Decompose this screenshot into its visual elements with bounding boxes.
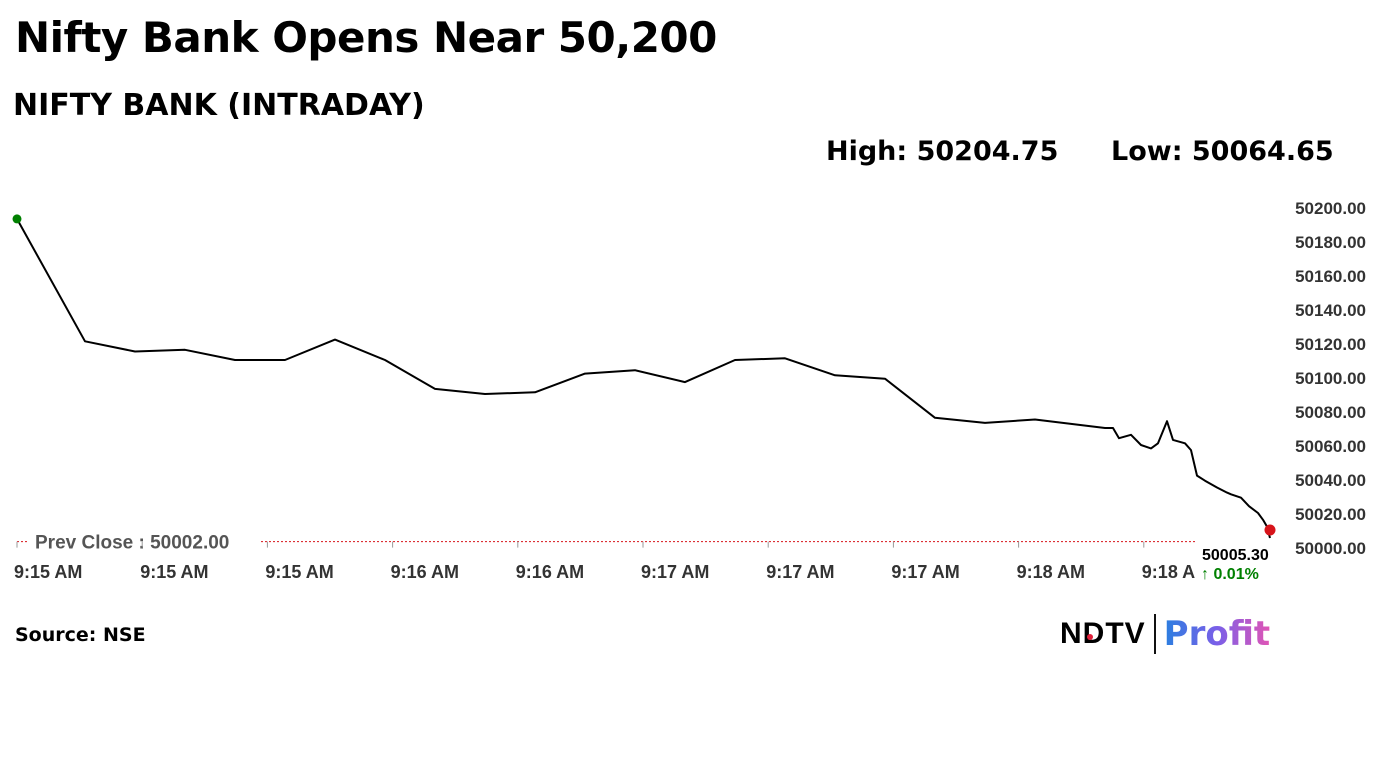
last-point [1264, 524, 1276, 536]
x-tick-label: 9:16 AM [391, 562, 459, 582]
x-tick-label: 9:17 AM [766, 562, 834, 582]
prev-close-label: Prev Close : 50002.00 [35, 533, 229, 554]
logo-divider [1153, 614, 1156, 654]
profit-wordmark: Profit [1163, 614, 1271, 654]
x-tick-label: 9:15 AM [265, 562, 333, 582]
prev-close-label-bg [28, 529, 261, 552]
open-point [12, 214, 22, 224]
source-note: Source: NSE [15, 624, 146, 646]
x-tick-label: 9:18 AM [1017, 562, 1085, 582]
y-tick-label: 50160.00 [1295, 267, 1366, 286]
intraday-chart: 50200.00 50180.00 50160.00 50140.00 50120.00… [12, 199, 1366, 586]
y-tick-label: 50120.00 [1295, 335, 1366, 354]
x-tick-label: 9:16 AM [516, 562, 584, 582]
logo-dot-icon [1087, 634, 1093, 640]
last-value-label: 50005.30 [1202, 547, 1269, 564]
x-tick-label: 9:15 AM [14, 562, 82, 582]
price-line [16, 218, 1271, 539]
y-tick-label: 50180.00 [1295, 233, 1366, 252]
low-stat: Low: 50064.65 [1111, 136, 1334, 167]
last-label-bg [1198, 546, 1278, 586]
y-tick-label: 50140.00 [1295, 301, 1366, 320]
y-tick-label: 50080.00 [1295, 403, 1366, 422]
chart-subtitle: NIFTY BANK (INTRADAY) [13, 88, 425, 123]
y-tick-label: 50060.00 [1295, 437, 1366, 456]
change-label: ↑ 0.01% [1201, 566, 1259, 583]
x-tick-label: 9:17 AM [641, 562, 709, 582]
x-tick-label: 9:18 A [1142, 562, 1195, 582]
y-tick-label: 50100.00 [1295, 369, 1366, 388]
ndtv-wordmark: NDTV [1060, 617, 1146, 651]
y-tick-label: 50040.00 [1295, 471, 1366, 490]
y-tick-label: 50000.00 [1295, 539, 1366, 558]
high-stat: High: 50204.75 [826, 136, 1059, 167]
y-tick-label: 50200.00 [1295, 199, 1366, 218]
y-tick-label: 50020.00 [1295, 505, 1366, 524]
x-tick-label: 9:17 AM [891, 562, 959, 582]
ndtv-profit-logo: NDTV Profit [1060, 612, 1270, 656]
x-tick-label: 9:15 AM [140, 562, 208, 582]
ndtv-text: NDTV [1060, 617, 1146, 650]
headline: Nifty Bank Opens Near 50,200 [15, 13, 717, 62]
